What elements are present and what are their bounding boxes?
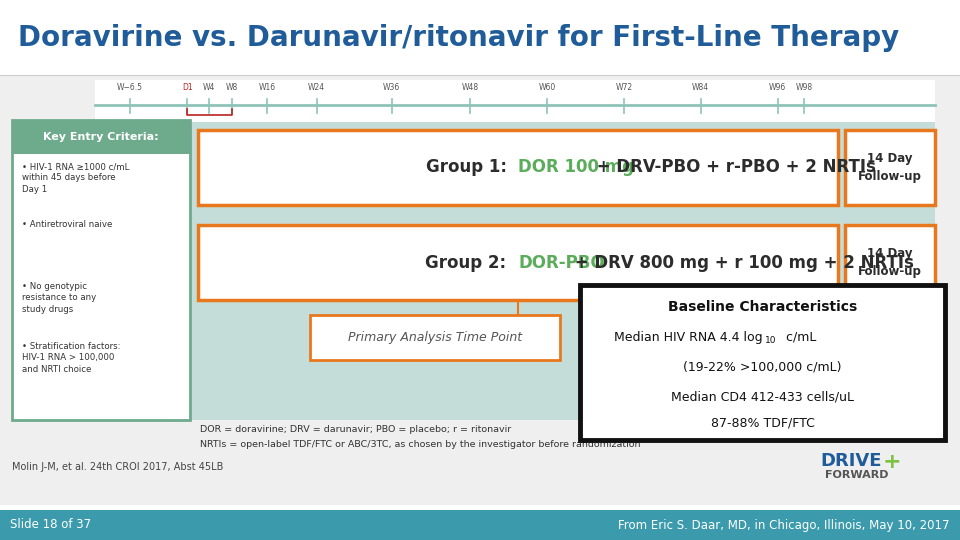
Bar bbox=[12, 120, 190, 420]
Bar bbox=[0, 0, 960, 75]
Bar bbox=[12, 120, 190, 154]
Text: Doravirine vs. Darunavir/ritonavir for First-Line Therapy: Doravirine vs. Darunavir/ritonavir for F… bbox=[18, 24, 900, 52]
Text: NRTIs = open-label TDF/FTC or ABC/3TC, as chosen by the investigator before rand: NRTIs = open-label TDF/FTC or ABC/3TC, a… bbox=[200, 440, 640, 449]
Text: 87-88% TDF/FTC: 87-88% TDF/FTC bbox=[710, 416, 814, 429]
Text: Median HIV RNA 4.4 log: Median HIV RNA 4.4 log bbox=[613, 330, 762, 343]
Text: + DRV-PBO + r-PBO + 2 NRTIs: + DRV-PBO + r-PBO + 2 NRTIs bbox=[591, 159, 876, 177]
Text: Group 2:: Group 2: bbox=[425, 253, 518, 272]
Text: Molin J-M, et al. 24th CROI 2017, Abst 45LB: Molin J-M, et al. 24th CROI 2017, Abst 4… bbox=[12, 462, 224, 472]
Text: W84: W84 bbox=[692, 83, 709, 92]
Bar bbox=[845, 225, 935, 300]
Text: W16: W16 bbox=[258, 83, 276, 92]
Text: W36: W36 bbox=[383, 83, 400, 92]
Text: • Stratification factors:
HIV-1 RNA > 100,000
and NRTI choice: • Stratification factors: HIV-1 RNA > 10… bbox=[22, 342, 121, 374]
Bar bbox=[0, 75, 960, 505]
Text: Primary Analysis Time Point: Primary Analysis Time Point bbox=[348, 331, 522, 344]
Text: W−6.5: W−6.5 bbox=[116, 83, 143, 92]
Bar bbox=[95, 122, 935, 420]
Text: DOR-PBO: DOR-PBO bbox=[518, 253, 605, 272]
Text: • No genotypic
resistance to any
study drugs: • No genotypic resistance to any study d… bbox=[22, 282, 96, 314]
Bar bbox=[310, 315, 560, 360]
Text: 14 Day
Follow-up: 14 Day Follow-up bbox=[858, 247, 922, 278]
Text: Key Entry Criteria:: Key Entry Criteria: bbox=[43, 132, 158, 142]
Text: D1: D1 bbox=[181, 83, 193, 92]
Text: Median CD4 412-433 cells/uL: Median CD4 412-433 cells/uL bbox=[671, 390, 854, 403]
Text: Group 1:: Group 1: bbox=[425, 159, 518, 177]
Text: W72: W72 bbox=[615, 83, 633, 92]
Text: c/mL: c/mL bbox=[782, 330, 817, 343]
Text: FORWARD: FORWARD bbox=[825, 470, 889, 480]
Text: W98: W98 bbox=[796, 83, 813, 92]
Text: DOR 100 mg: DOR 100 mg bbox=[518, 159, 634, 177]
Text: W60: W60 bbox=[539, 83, 556, 92]
Bar bbox=[198, 130, 838, 205]
Bar bbox=[845, 130, 935, 205]
Text: (19-22% >100,000 c/mL): (19-22% >100,000 c/mL) bbox=[684, 361, 842, 374]
Text: W96: W96 bbox=[769, 83, 786, 92]
Text: Baseline Characteristics: Baseline Characteristics bbox=[668, 300, 857, 314]
Text: W24: W24 bbox=[308, 83, 325, 92]
Text: From Eric S. Daar, MD, in Chicago, Illinois, May 10, 2017: From Eric S. Daar, MD, in Chicago, Illin… bbox=[618, 518, 950, 531]
Text: 10: 10 bbox=[764, 336, 776, 345]
Bar bbox=[95, 80, 935, 122]
Text: W8: W8 bbox=[227, 83, 238, 92]
Text: W4: W4 bbox=[204, 83, 215, 92]
Text: DOR = doravirine; DRV = darunavir; PBO = placebo; r = ritonavir: DOR = doravirine; DRV = darunavir; PBO =… bbox=[200, 425, 512, 434]
Text: • Antiretroviral naive: • Antiretroviral naive bbox=[22, 220, 112, 229]
Text: W48: W48 bbox=[462, 83, 479, 92]
Text: DRIVE: DRIVE bbox=[820, 452, 881, 470]
Text: +: + bbox=[883, 452, 901, 472]
Text: 14 Day
Follow-up: 14 Day Follow-up bbox=[858, 152, 922, 183]
Bar bbox=[198, 225, 838, 300]
Bar bbox=[580, 285, 945, 440]
Text: + DRV 800 mg + r 100 mg + 2 NRTIs: + DRV 800 mg + r 100 mg + 2 NRTIs bbox=[569, 253, 914, 272]
Text: • HIV-1 RNA ≥1000 c/mL
within 45 days before
Day 1: • HIV-1 RNA ≥1000 c/mL within 45 days be… bbox=[22, 162, 130, 194]
Text: Slide 18 of 37: Slide 18 of 37 bbox=[10, 518, 91, 531]
Bar bbox=[0, 510, 960, 540]
